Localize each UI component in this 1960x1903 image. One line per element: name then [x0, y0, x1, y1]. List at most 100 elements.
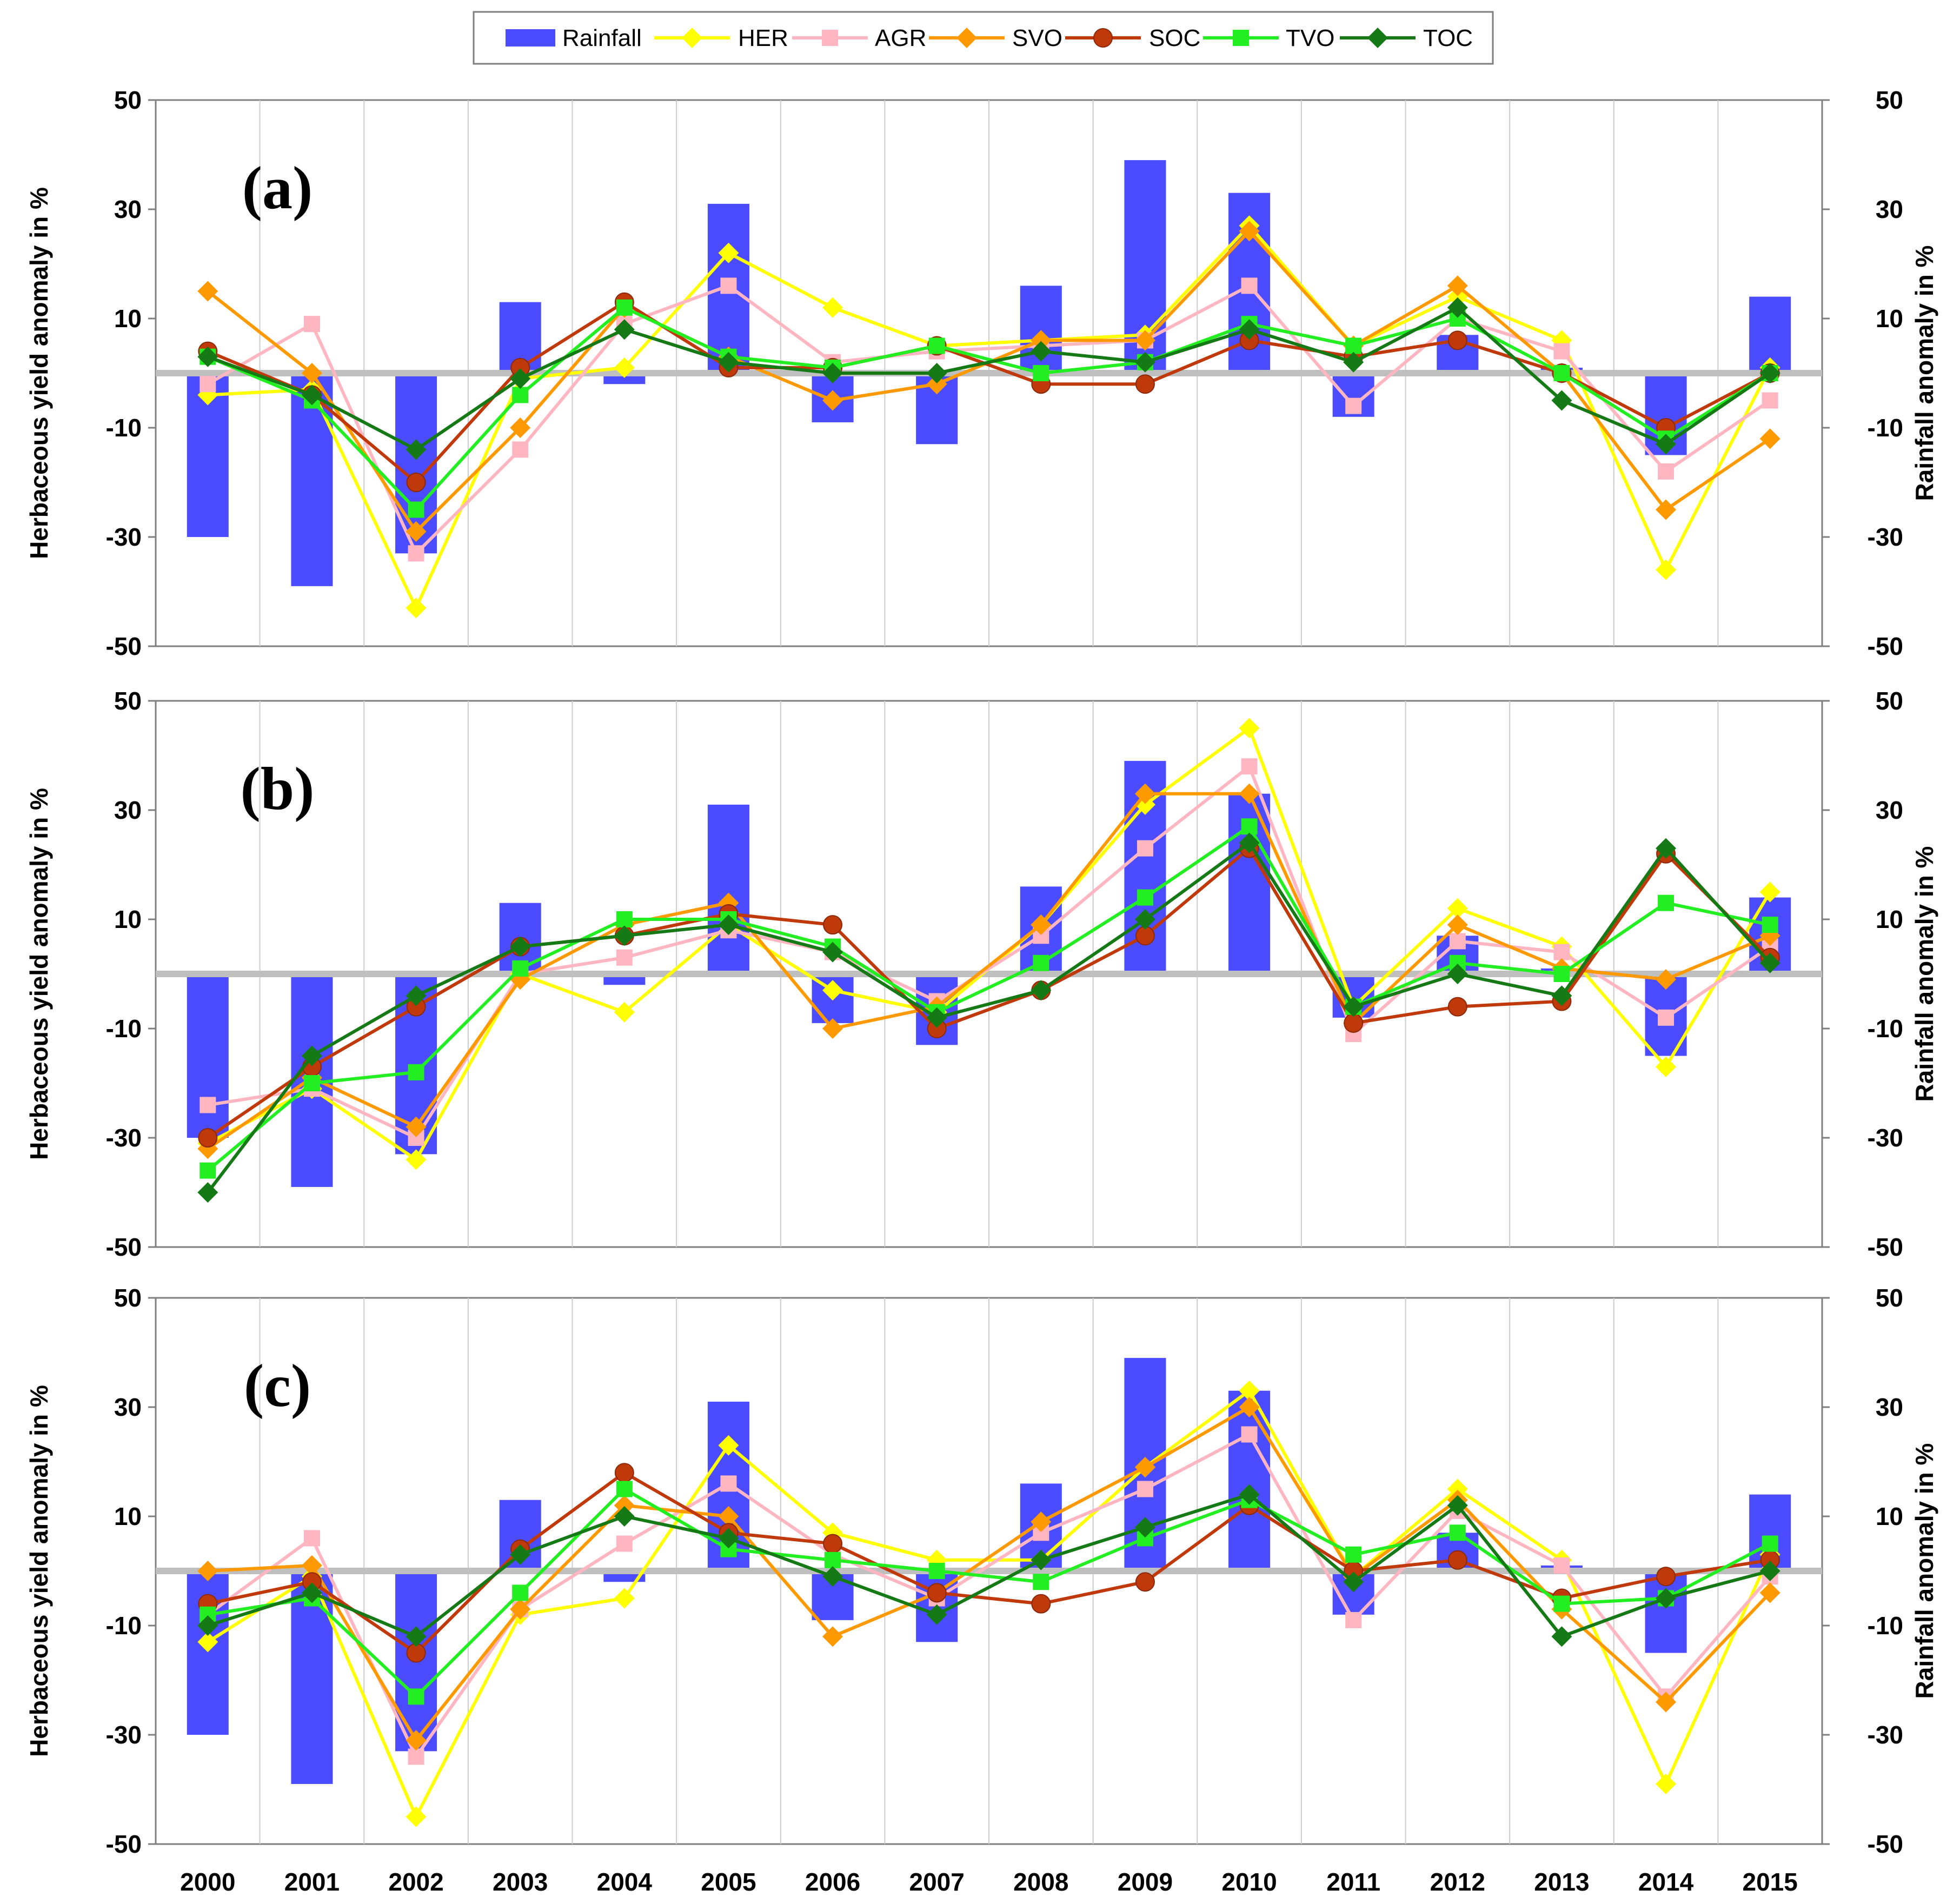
y-tick-label-left: -10 — [106, 414, 142, 442]
x-tick-label: 2001 — [284, 1868, 340, 1896]
y-tick-label-left: -50 — [106, 1830, 142, 1858]
point-tvo — [1033, 365, 1049, 381]
y-tick-label-left: 10 — [114, 1502, 142, 1530]
series-line-tvo — [207, 825, 1771, 1172]
y-tick-label-left: 50 — [114, 687, 142, 715]
point-toc — [1759, 952, 1780, 973]
y-tick-label-left: 50 — [114, 1284, 142, 1312]
point-svo — [1134, 783, 1155, 804]
point-tvo — [1033, 1574, 1049, 1590]
y-tick-label-right: 10 — [1876, 1502, 1903, 1530]
point-toc — [1447, 1495, 1468, 1516]
point-toc — [1343, 996, 1364, 1017]
series-line-tvo — [207, 306, 1771, 512]
point-toc — [1656, 838, 1677, 859]
y-tick-label-right: 10 — [1876, 304, 1903, 333]
point-toc — [1551, 985, 1572, 1006]
point-tvo — [512, 960, 529, 977]
point-tvo — [928, 1563, 945, 1579]
point-toc — [1759, 363, 1780, 383]
y-tick-label-left: 10 — [114, 304, 142, 333]
point-tvo — [616, 1481, 633, 1497]
y-tick-label-right: 10 — [1876, 905, 1903, 933]
point-toc — [926, 363, 947, 383]
y-tick-label-right: 30 — [1876, 1393, 1903, 1421]
point-her — [406, 598, 427, 619]
point-toc — [197, 346, 218, 367]
legend-swatch — [506, 29, 555, 47]
point-toc — [301, 1582, 322, 1603]
point-toc — [718, 1528, 739, 1549]
point-soc — [1447, 330, 1467, 350]
point-svo — [822, 390, 843, 411]
point-tvo — [928, 337, 945, 354]
rainfall-bar — [187, 974, 229, 1138]
point-agr — [1658, 1009, 1675, 1026]
point-svo — [1134, 330, 1155, 351]
point-svo — [1134, 1457, 1155, 1478]
point-her — [822, 980, 843, 1001]
y-tick-label-right: -10 — [1868, 414, 1903, 442]
y-tick-label-left: -30 — [106, 1721, 142, 1749]
point-agr — [1658, 463, 1675, 480]
point-svo — [1656, 1692, 1677, 1713]
legend-item-rainfall: Rainfall — [506, 25, 642, 51]
point-tvo — [1762, 1535, 1778, 1552]
point-her — [406, 1149, 427, 1170]
series-line-soc — [207, 1471, 1771, 1655]
legend-item-svo: SVO — [929, 25, 1062, 51]
point-svo — [1656, 499, 1677, 520]
rainfall-bar — [707, 804, 749, 974]
point-soc — [927, 1583, 947, 1603]
point-tvo — [1345, 1546, 1362, 1563]
point-tvo — [200, 1162, 216, 1179]
y-tick-label-right: 50 — [1876, 1284, 1903, 1312]
x-tick-label: 2002 — [388, 1868, 443, 1896]
x-tick-label: 2003 — [493, 1868, 548, 1896]
legend-label: SOC — [1149, 25, 1200, 51]
x-tick-label: 2012 — [1430, 1868, 1485, 1896]
point-svo — [1656, 969, 1677, 990]
legend-marker — [956, 28, 977, 48]
point-svo — [1447, 914, 1468, 936]
y-tick-label-right: -50 — [1868, 1830, 1903, 1858]
point-her — [1656, 1056, 1677, 1077]
point-agr — [1241, 758, 1258, 775]
point-tvo — [408, 1688, 424, 1705]
point-toc — [1343, 352, 1364, 373]
point-tvo — [1033, 954, 1049, 971]
y-tick-label-right: 30 — [1876, 195, 1903, 223]
point-svo — [614, 1495, 635, 1516]
point-toc — [406, 439, 427, 460]
x-tick-label: 2014 — [1638, 1868, 1694, 1896]
legend-label: TVO — [1286, 25, 1334, 51]
point-toc — [1759, 1561, 1780, 1581]
point-tvo — [1553, 1595, 1570, 1612]
point-agr — [303, 316, 320, 333]
point-toc — [1656, 1588, 1677, 1609]
point-toc — [614, 1506, 635, 1527]
x-tick-label: 2005 — [701, 1868, 756, 1896]
point-her — [1447, 898, 1468, 919]
legend: Rainfall HER AGR SVO SOC TVO TOC — [473, 11, 1494, 65]
y-tick-label-right: -10 — [1868, 1612, 1903, 1640]
series-line-her — [208, 224, 1772, 610]
point-her — [614, 1002, 635, 1023]
point-toc — [510, 368, 531, 389]
y-tick-label-left: -50 — [106, 1233, 142, 1261]
point-her — [1759, 881, 1780, 903]
point-soc — [1656, 1567, 1676, 1587]
y-tick-label-right: -30 — [1868, 1721, 1903, 1749]
point-her — [197, 1632, 218, 1653]
y-tick-label-right: -50 — [1868, 632, 1903, 660]
point-soc — [1447, 1550, 1467, 1570]
point-toc — [406, 985, 427, 1006]
point-agr — [512, 441, 529, 458]
point-agr — [1345, 397, 1362, 414]
point-agr — [720, 277, 737, 294]
point-toc — [1031, 980, 1052, 1001]
series-line-toc — [207, 1493, 1771, 1639]
series-line-her — [207, 1389, 1772, 1819]
point-soc — [1135, 374, 1155, 394]
y-axis-label-left: Herbaceous yield anomaly in % — [25, 788, 53, 1160]
